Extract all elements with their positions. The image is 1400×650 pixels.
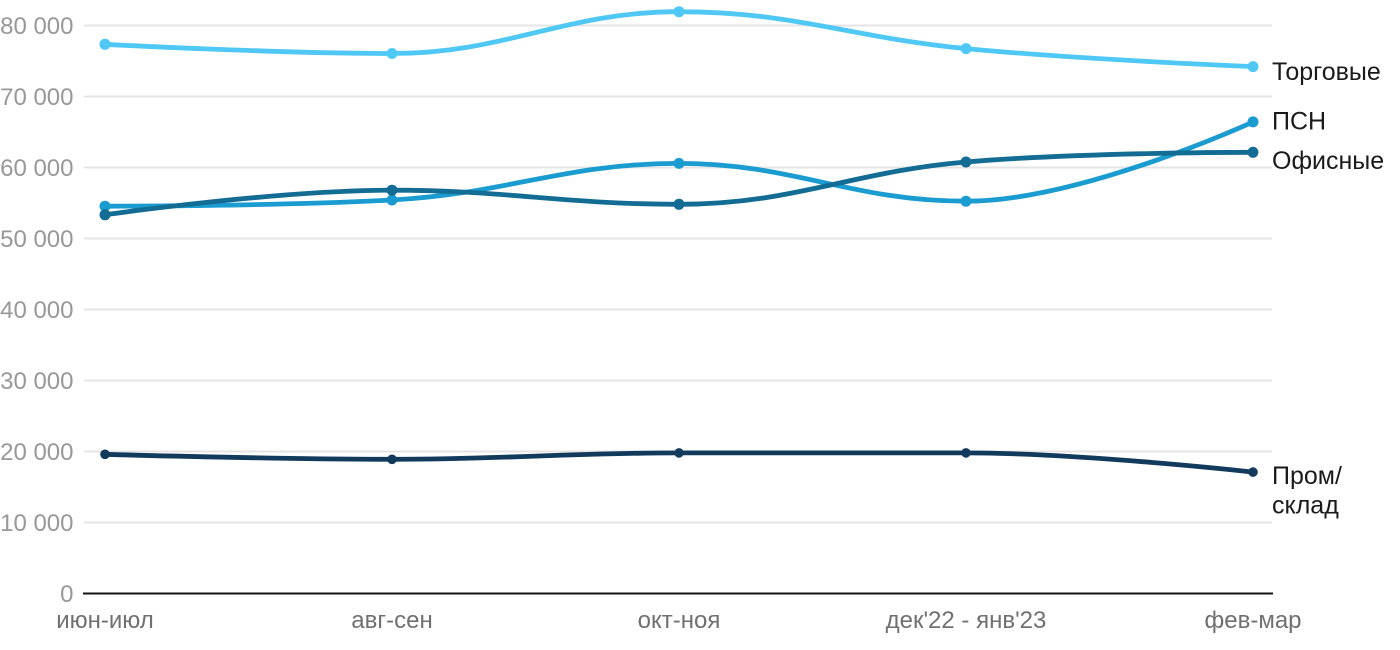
svg-text:Офисные: Офисные xyxy=(1272,147,1384,175)
svg-text:дек'22 - янв'23: дек'22 - янв'23 xyxy=(886,607,1047,634)
svg-text:30 000: 30 000 xyxy=(0,368,73,395)
svg-text:авг-сен: авг-сен xyxy=(351,607,432,634)
svg-text:60 000: 60 000 xyxy=(0,155,73,182)
svg-text:окт-ноя: окт-ноя xyxy=(638,607,721,634)
svg-text:фев-мар: фев-мар xyxy=(1204,607,1301,634)
svg-text:10 000: 10 000 xyxy=(0,510,73,537)
svg-text:70 000: 70 000 xyxy=(0,84,73,111)
svg-text:20 000: 20 000 xyxy=(0,439,73,466)
svg-text:0: 0 xyxy=(60,581,73,608)
svg-text:80 000: 80 000 xyxy=(0,13,73,40)
svg-text:Торговые: Торговые xyxy=(1272,58,1381,86)
svg-text:40 000: 40 000 xyxy=(0,297,73,324)
svg-text:склад: склад xyxy=(1272,492,1339,520)
svg-text:ПСН: ПСН xyxy=(1272,108,1326,136)
svg-text:Пром/: Пром/ xyxy=(1272,462,1342,490)
svg-text:50 000: 50 000 xyxy=(0,226,73,253)
svg-text:июн-июл: июн-июл xyxy=(56,607,154,634)
